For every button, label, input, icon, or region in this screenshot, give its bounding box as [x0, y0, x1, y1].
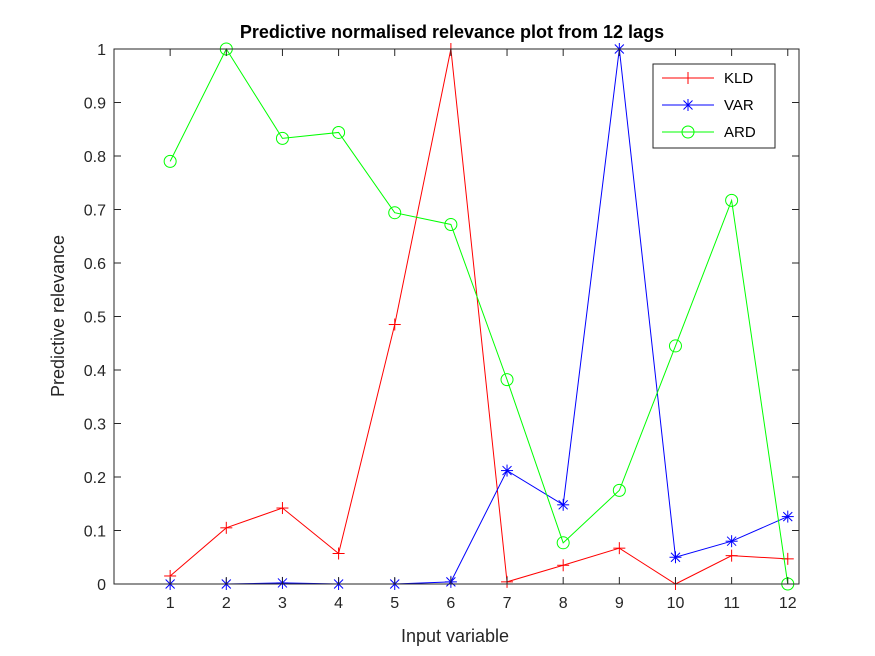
- x-tick-label: 6: [446, 595, 455, 612]
- x-tick-label: 7: [503, 595, 512, 612]
- y-tick-label: 0.7: [84, 203, 106, 220]
- data-point-kld: [332, 547, 345, 560]
- data-point-ard: [163, 154, 177, 168]
- legend-entry-ard: ARD: [662, 124, 756, 141]
- y-tick-label: 0.2: [84, 470, 106, 487]
- series-kld: [164, 43, 794, 590]
- data-point-var: [725, 535, 738, 548]
- data-point-ard: [275, 131, 289, 145]
- legend-marker-ard: [681, 125, 695, 139]
- y-tick-label: 0.8: [84, 149, 106, 166]
- x-tick-label: 9: [615, 595, 624, 612]
- y-tick-label: 0: [97, 577, 106, 594]
- data-point-ard: [556, 536, 570, 550]
- y-tick-label: 0.3: [84, 417, 106, 434]
- y-tick-label: 1: [97, 42, 106, 59]
- x-tick-label: 11: [723, 595, 740, 612]
- x-tick-label: 4: [334, 595, 343, 612]
- data-point-kld: [388, 318, 401, 331]
- legend-label-kld: KLD: [724, 70, 753, 87]
- data-point-ard: [612, 483, 626, 497]
- data-point-ard: [444, 217, 458, 231]
- data-point-var: [669, 551, 682, 564]
- series-line-var: [170, 48, 788, 585]
- legend: KLD VAR ARD: [652, 63, 776, 149]
- x-axis-label: Input variable: [401, 626, 509, 646]
- chart-title: Predictive normalised relevance plot fro…: [240, 22, 664, 42]
- y-axis-label: Predictive relevance: [48, 235, 68, 397]
- legend-label-var: VAR: [724, 97, 754, 114]
- data-point-var: [781, 510, 794, 523]
- x-tick-label: 2: [222, 595, 231, 612]
- data-point-ard: [388, 206, 402, 220]
- data-point-var: [501, 464, 514, 477]
- series-line-kld: [169, 48, 788, 585]
- legend-marker-kld: [682, 72, 694, 84]
- x-tick-label: 3: [278, 595, 287, 612]
- y-tick-label: 0.1: [84, 524, 106, 541]
- x-tick-label: 1: [166, 595, 175, 612]
- y-tick-label: 0.9: [84, 96, 106, 113]
- data-point-kld: [613, 542, 626, 555]
- x-tick-label: 5: [390, 595, 399, 612]
- series-line-ard: [169, 47, 789, 585]
- y-tick-label: 0.4: [84, 363, 106, 380]
- data-point-ard: [500, 373, 514, 387]
- legend-label-ard: ARD: [724, 124, 756, 141]
- data-point-ard: [332, 125, 346, 139]
- x-tick-label: 8: [559, 595, 568, 612]
- legend-marker-var: [682, 99, 694, 111]
- data-point-kld: [220, 521, 233, 534]
- legend-box: [652, 63, 776, 149]
- data-point-var: [557, 498, 570, 511]
- data-point-ard: [668, 339, 682, 353]
- data-point-ard: [725, 193, 739, 207]
- data-point-kld: [725, 549, 738, 562]
- x-tick-label: 10: [667, 595, 685, 612]
- data-point-kld: [276, 502, 289, 515]
- x-tick-label: 12: [779, 595, 797, 612]
- y-tick-label: 0.6: [84, 256, 106, 273]
- legend-entry-var: VAR: [662, 97, 754, 114]
- legend-entry-kld: KLD: [662, 70, 753, 87]
- y-tick-label: 0.5: [84, 310, 106, 327]
- ticks-layer: 1 2 3 4 5 6 7 8 9 10 11 1200.10.20.30.40.50.60.70.8…: [84, 42, 799, 612]
- data-point-kld: [557, 559, 570, 572]
